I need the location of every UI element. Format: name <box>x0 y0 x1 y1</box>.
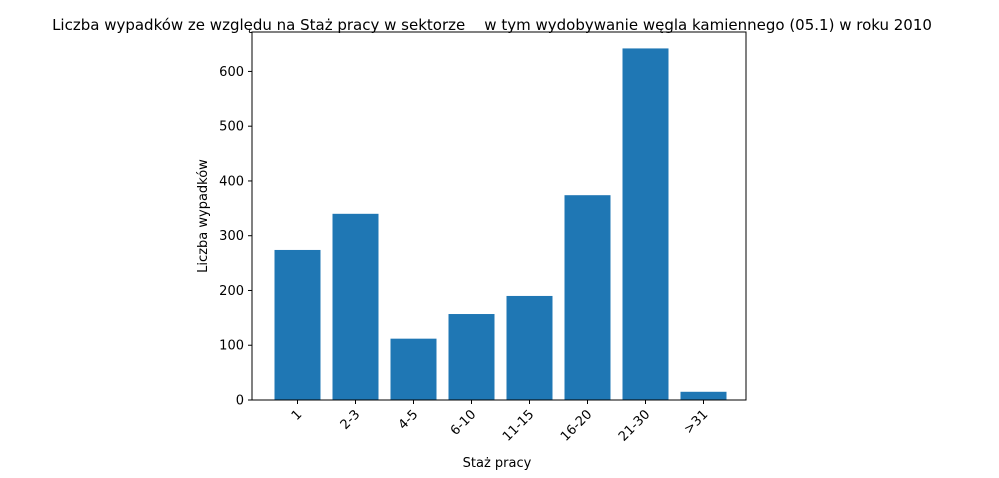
bar-6-10 <box>448 314 495 400</box>
y-tick-label: 300 <box>219 229 244 244</box>
x-tick-label: 11-15 <box>500 407 537 444</box>
x-tick-label: >31 <box>681 407 711 437</box>
x-tick-label: 4-5 <box>396 407 422 433</box>
y-tick-label: 200 <box>219 284 244 299</box>
x-tick-label: 2-3 <box>338 407 364 433</box>
x-tick-label: 1 <box>289 407 305 423</box>
bar-21-30 <box>622 48 669 401</box>
bar-4-5 <box>390 338 437 400</box>
y-tick-label: 0 <box>236 394 244 409</box>
bar-11-15 <box>506 295 553 400</box>
y-tick-label: 100 <box>219 339 244 354</box>
x-tick-label: 21-30 <box>616 407 653 444</box>
bar->31 <box>680 391 727 400</box>
bar-16-20 <box>564 195 611 400</box>
y-tick-label: 400 <box>219 174 244 189</box>
plot-area: 0 100 200 300 400 500 600 1 2-3 4-5 6-10 11-15 16-20… <box>219 31 747 445</box>
y-tick-label: 500 <box>219 120 244 135</box>
bar-2-3 <box>332 213 379 400</box>
bar-1 <box>274 249 321 400</box>
chart-title: Liczba wypadków ze względu na Staż pracy… <box>52 16 932 34</box>
x-tick-label: 6-10 <box>448 407 479 438</box>
plot-frame <box>251 31 747 401</box>
x-tick-label: 16-20 <box>558 407 595 444</box>
x-axis-label: Staż pracy <box>463 456 532 471</box>
y-tick-label: 600 <box>219 65 244 80</box>
y-axis-label: Liczba wypadków <box>196 159 211 273</box>
